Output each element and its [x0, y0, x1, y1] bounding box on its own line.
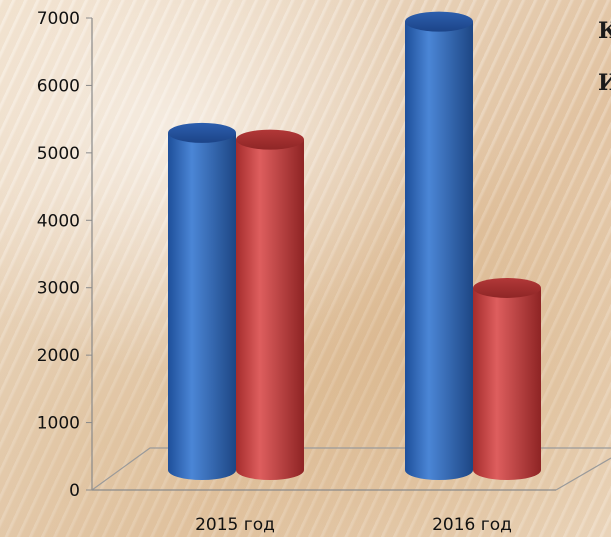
- y-tick-label: 7000: [37, 9, 80, 29]
- y-tick-label: 4000: [37, 211, 80, 231]
- bar-top: [236, 129, 304, 150]
- bar-top: [473, 277, 541, 298]
- side-text-line-2: И: [598, 70, 611, 96]
- floor-right-edge: [555, 457, 611, 491]
- bar-2-1: [405, 11, 473, 480]
- bar-body: [473, 287, 541, 480]
- side-text-line-1: К: [598, 18, 611, 44]
- bar-top: [405, 11, 473, 32]
- bar-1-2: [236, 129, 304, 480]
- bar-body: [168, 132, 236, 480]
- y-tick-label: 0: [69, 481, 80, 501]
- bars: [168, 11, 541, 480]
- y-tick-label: 6000: [37, 76, 80, 96]
- x-category-label: 2016 год: [432, 515, 512, 535]
- category-labels: 2015 год 2016 год: [195, 515, 512, 535]
- y-tick-label: 2000: [37, 346, 80, 366]
- bar-1-1: [168, 122, 236, 480]
- bar-2-2: [473, 277, 541, 480]
- bar-top: [168, 122, 236, 143]
- x-category-label: 2015 год: [195, 515, 275, 535]
- y-tick-label: 1000: [37, 414, 80, 434]
- bar-body: [236, 139, 304, 480]
- bar-body: [405, 21, 473, 480]
- side-text: К И: [598, 18, 611, 96]
- y-tick-label: 5000: [37, 144, 80, 164]
- y-ticks: 0 1000 2000 3000 4000 5000 6000 7000: [37, 9, 92, 501]
- y-tick-label: 3000: [37, 279, 80, 299]
